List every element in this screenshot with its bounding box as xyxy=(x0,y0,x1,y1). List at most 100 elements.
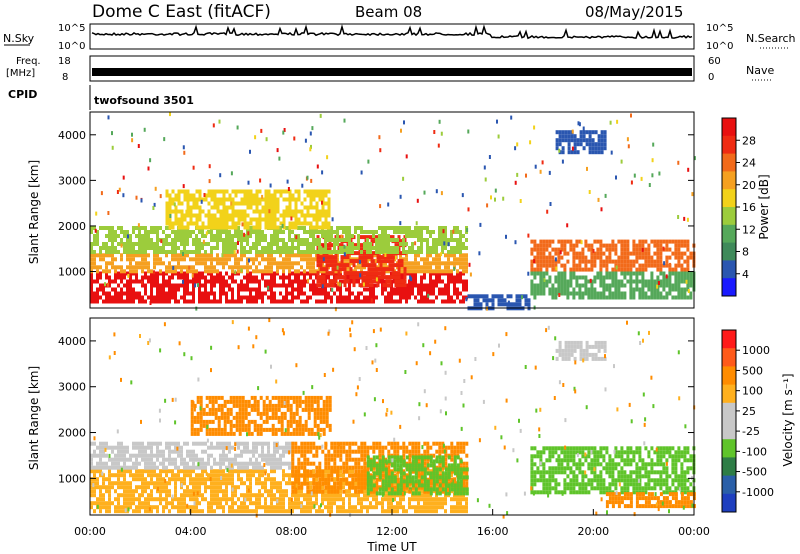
sparse-echo xyxy=(316,164,319,169)
heatmap-cell xyxy=(626,239,630,244)
heatmap-cell xyxy=(228,234,231,238)
heatmap-cell xyxy=(255,469,258,474)
heatmap-cell xyxy=(297,501,300,506)
heatmap-cell xyxy=(459,238,462,242)
heatmap-cell xyxy=(156,497,159,502)
sparse-echo xyxy=(378,135,381,140)
heatmap-cell xyxy=(141,265,144,270)
heatmap-cell xyxy=(650,263,654,268)
heatmap-cell xyxy=(372,230,375,234)
heatmap-cell xyxy=(465,253,468,258)
heatmap-cell xyxy=(569,275,573,280)
heatmap-cell xyxy=(231,473,234,478)
heatmap-cell xyxy=(270,457,273,462)
heatmap-cell xyxy=(147,279,150,284)
heatmap-cell xyxy=(288,461,291,466)
heatmap-cell xyxy=(213,269,216,274)
heatmap-cell xyxy=(444,226,447,230)
heatmap-cell xyxy=(417,501,420,506)
heatmap-cell xyxy=(258,453,261,458)
heatmap-cell xyxy=(334,259,338,264)
heatmap-cell xyxy=(352,275,356,280)
heatmap-cell xyxy=(141,469,144,474)
heatmap-cell xyxy=(588,134,592,139)
heatmap-cell xyxy=(680,267,684,272)
heatmap-cell xyxy=(306,493,309,498)
heatmap-cell xyxy=(554,247,558,252)
heatmap-cell xyxy=(557,247,561,252)
heatmap-cell xyxy=(228,441,231,446)
heatmap-cell xyxy=(388,263,392,268)
heatmap-cell xyxy=(417,253,420,258)
heatmap-cell xyxy=(105,485,108,490)
heatmap-cell xyxy=(93,453,96,458)
heatmap-cell xyxy=(120,275,123,280)
heatmap-cell xyxy=(219,501,222,506)
heatmap-cell xyxy=(611,239,615,244)
heatmap-cell xyxy=(93,477,96,482)
heatmap-cell xyxy=(90,501,93,506)
heatmap-cell xyxy=(319,267,323,272)
heatmap-cell xyxy=(653,243,657,248)
sparse-echo xyxy=(218,119,221,124)
heatmap-cell xyxy=(548,239,552,244)
heatmap-cell xyxy=(150,275,153,280)
heatmap-cell xyxy=(156,275,159,280)
sparse-echo xyxy=(665,274,668,279)
heatmap-cell xyxy=(396,509,399,514)
heatmap-cell xyxy=(171,271,174,276)
heatmap-cell xyxy=(150,269,153,274)
heatmap-cell xyxy=(168,453,171,458)
heatmap-cell xyxy=(261,445,264,450)
heatmap-cell xyxy=(231,250,234,254)
heatmap-cell xyxy=(364,263,368,268)
heatmap-cell xyxy=(608,271,612,276)
heatmap-cell xyxy=(647,283,651,288)
heatmap-cell xyxy=(641,275,645,280)
heatmap-cell xyxy=(177,271,180,276)
heatmap-cell xyxy=(273,242,276,246)
heatmap-cell xyxy=(557,275,561,280)
heatmap-cell xyxy=(602,295,606,300)
heatmap-cell xyxy=(198,242,201,246)
heatmap-cell xyxy=(135,441,138,446)
heatmap-cell xyxy=(545,239,549,244)
heatmap-cell xyxy=(288,257,291,262)
heatmap-cell xyxy=(273,457,276,462)
heatmap-cell xyxy=(168,461,171,466)
sparse-echo xyxy=(467,129,470,134)
heatmap-cell xyxy=(339,489,342,494)
heatmap-cell xyxy=(171,469,174,474)
sparse-echo xyxy=(336,265,339,270)
heatmap-cell xyxy=(249,250,252,254)
heatmap-cell xyxy=(201,271,204,276)
heatmap-cell xyxy=(249,234,252,238)
heatmap-cell xyxy=(207,257,210,262)
heatmap-cell xyxy=(450,509,453,514)
heatmap-cell xyxy=(581,255,585,260)
heatmap-cell xyxy=(273,279,276,284)
sparse-echo xyxy=(261,276,264,281)
heatmap-cell xyxy=(548,243,552,248)
heatmap-cell xyxy=(240,265,243,270)
heatmap-cell xyxy=(273,493,276,498)
sparse-echo xyxy=(331,287,334,292)
heatmap-cell xyxy=(225,291,228,296)
heatmap-cell xyxy=(243,246,246,250)
heatmap-cell xyxy=(210,279,213,284)
heatmap-cell xyxy=(539,287,543,292)
heatmap-cell xyxy=(420,287,423,292)
sparse-echo xyxy=(541,160,544,165)
heatmap-cell xyxy=(285,445,288,450)
heatmap-cell xyxy=(548,259,552,264)
heatmap-cell xyxy=(417,234,420,238)
heatmap-cell xyxy=(144,271,147,276)
heatmap-cell xyxy=(572,263,576,268)
heatmap-cell xyxy=(90,291,93,296)
heatmap-cell xyxy=(156,453,159,458)
heatmap-cell xyxy=(351,246,354,250)
heatmap-cell xyxy=(381,291,384,296)
heatmap-cell xyxy=(689,251,693,256)
heatmap-cell xyxy=(291,457,295,462)
heatmap-cell xyxy=(198,225,202,230)
